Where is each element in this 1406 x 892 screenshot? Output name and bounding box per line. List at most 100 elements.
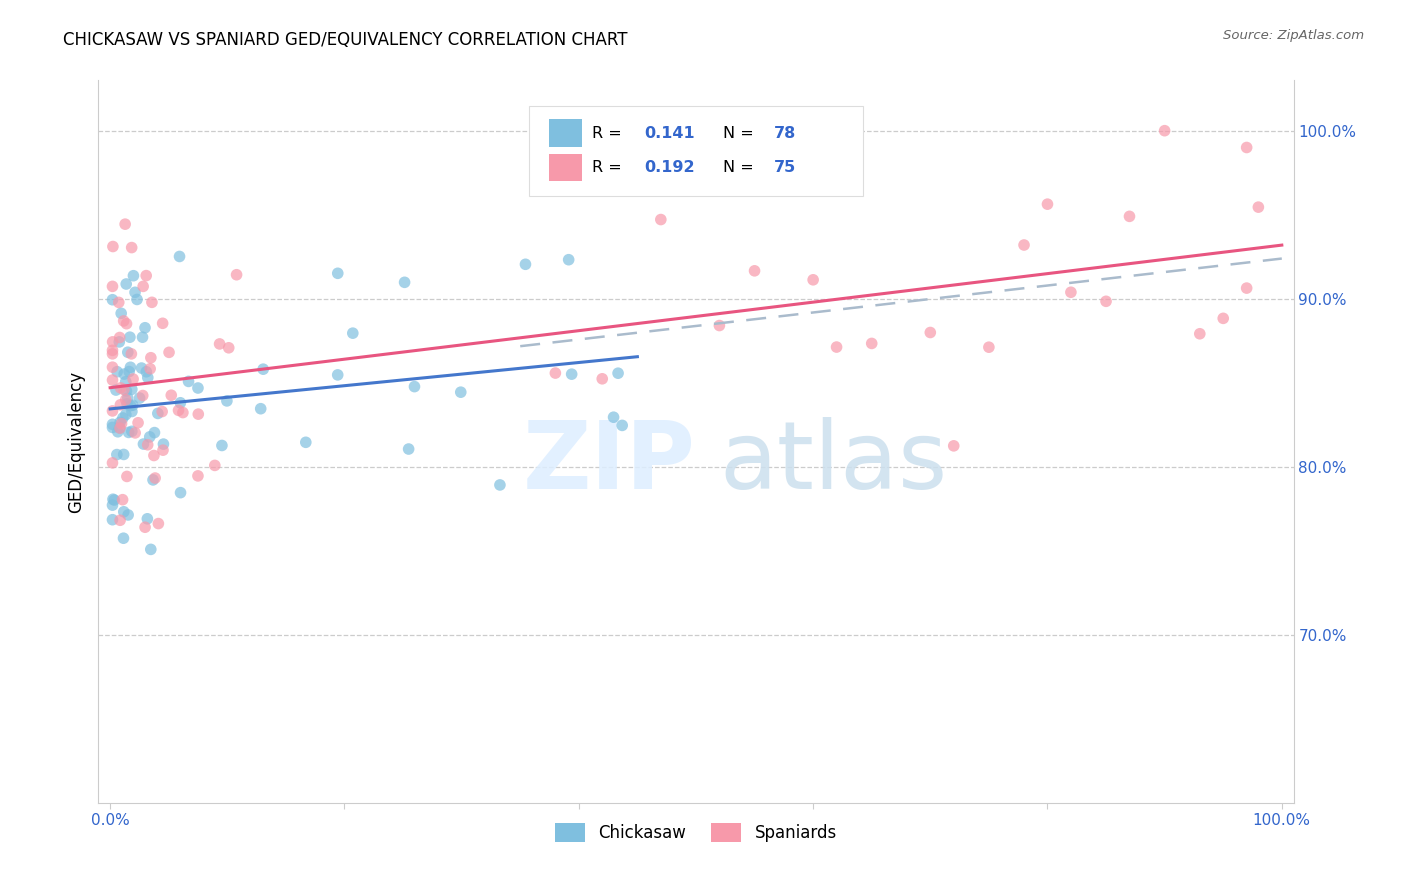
Point <box>121 382 143 396</box>
Point <box>120 399 142 413</box>
Point <box>208 337 231 351</box>
Text: R =: R = <box>592 161 627 175</box>
Point <box>108 421 131 435</box>
Point <box>125 293 148 307</box>
Point <box>111 411 134 425</box>
Point <box>122 372 145 386</box>
Point <box>404 379 426 393</box>
Point <box>115 469 138 483</box>
Text: atlas: atlas <box>720 417 948 509</box>
Point <box>143 471 166 485</box>
Point <box>326 368 349 382</box>
Point <box>146 406 169 420</box>
Point <box>169 250 191 264</box>
Point <box>557 252 579 267</box>
Point <box>515 257 537 271</box>
Point <box>744 264 766 278</box>
Point <box>394 276 416 290</box>
Point <box>115 277 138 291</box>
Point <box>215 393 238 408</box>
Point <box>101 360 124 375</box>
Point <box>107 425 129 439</box>
Point <box>650 212 672 227</box>
Point <box>135 365 157 379</box>
Point <box>169 396 191 410</box>
Text: 0.141: 0.141 <box>644 126 695 141</box>
Point <box>132 437 155 451</box>
Point <box>942 439 965 453</box>
Point <box>152 437 174 451</box>
Point <box>160 388 183 402</box>
Point <box>108 334 131 349</box>
Point <box>1118 210 1140 224</box>
Point <box>169 485 191 500</box>
Point <box>112 314 135 328</box>
Point <box>103 493 125 508</box>
Point <box>112 383 135 397</box>
Point <box>131 330 153 344</box>
Point <box>115 317 138 331</box>
Point <box>101 498 124 512</box>
Point <box>134 520 156 534</box>
Point <box>801 273 824 287</box>
Point <box>450 385 472 400</box>
Point <box>218 341 240 355</box>
Point <box>101 293 124 307</box>
Point <box>108 513 131 527</box>
Y-axis label: GED/Equivalency: GED/Equivalency <box>67 370 86 513</box>
Text: 0.192: 0.192 <box>644 161 695 175</box>
Point <box>1095 294 1118 309</box>
Point <box>139 351 162 365</box>
Point <box>187 469 209 483</box>
Point <box>1012 238 1035 252</box>
Point <box>825 340 848 354</box>
Point <box>117 345 139 359</box>
Point <box>1236 281 1258 295</box>
Point <box>117 508 139 522</box>
Point <box>101 279 124 293</box>
Point <box>249 401 271 416</box>
Point <box>136 438 159 452</box>
Point <box>136 512 159 526</box>
Point <box>136 370 159 384</box>
Point <box>118 330 141 344</box>
Point <box>108 330 131 344</box>
Text: CHICKASAW VS SPANIARD GED/EQUIVALENCY CORRELATION CHART: CHICKASAW VS SPANIARD GED/EQUIVALENCY CO… <box>63 31 627 49</box>
Point <box>128 391 150 405</box>
Point <box>1060 285 1083 300</box>
Point <box>101 492 124 507</box>
Point <box>101 404 124 418</box>
Point <box>167 403 190 417</box>
Point <box>114 217 136 231</box>
Point <box>112 367 135 381</box>
Point <box>101 343 124 358</box>
Point <box>124 285 146 300</box>
Point <box>204 458 226 473</box>
Point <box>977 340 1000 354</box>
Point <box>252 362 274 376</box>
Point <box>121 398 143 412</box>
Point <box>131 361 153 376</box>
Point <box>1153 124 1175 138</box>
Point <box>101 420 124 434</box>
Point <box>120 360 142 375</box>
Point <box>110 306 132 320</box>
Point <box>108 415 131 429</box>
Point <box>112 531 135 545</box>
Point <box>132 279 155 293</box>
Point <box>143 425 166 440</box>
Text: Source: ZipAtlas.com: Source: ZipAtlas.com <box>1223 29 1364 43</box>
FancyBboxPatch shape <box>529 105 863 196</box>
Point <box>115 384 138 398</box>
Text: ZIP: ZIP <box>523 417 696 509</box>
Point <box>141 295 163 310</box>
Point <box>139 542 162 557</box>
Text: 75: 75 <box>773 161 796 175</box>
Text: N =: N = <box>724 161 759 175</box>
Point <box>120 347 142 361</box>
Point <box>121 241 143 255</box>
Point <box>172 406 194 420</box>
Point <box>489 478 512 492</box>
Point <box>122 268 145 283</box>
Point <box>1212 311 1234 326</box>
